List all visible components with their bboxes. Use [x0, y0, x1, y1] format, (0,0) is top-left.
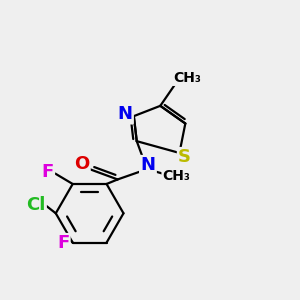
Text: N: N: [140, 156, 155, 174]
Text: O: O: [74, 155, 89, 173]
Text: CH₃: CH₃: [163, 169, 190, 184]
Text: F: F: [57, 234, 69, 252]
Text: Cl: Cl: [26, 196, 45, 214]
Text: F: F: [41, 163, 54, 181]
Text: N: N: [118, 105, 133, 123]
Text: CH₃: CH₃: [173, 71, 201, 85]
Text: S: S: [178, 148, 191, 166]
